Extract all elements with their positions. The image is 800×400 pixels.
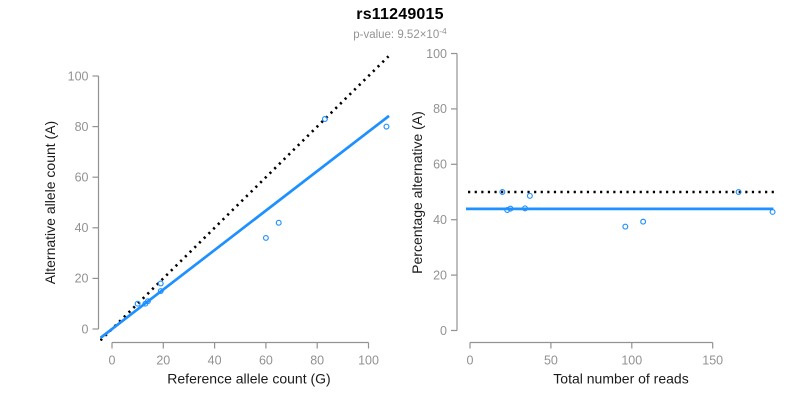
- data-point: [622, 223, 629, 230]
- data-point: [526, 192, 533, 199]
- y-tick-label: 60: [75, 171, 89, 185]
- y-tick-label: 80: [433, 102, 447, 116]
- data-point: [507, 205, 514, 212]
- data-point: [275, 219, 282, 226]
- identity-line: [100, 55, 390, 341]
- x-tick-label: 40: [208, 354, 222, 368]
- y-tick-label: 0: [440, 324, 447, 338]
- x-axis-title: Total number of reads: [553, 371, 688, 387]
- x-tick-label: 0: [467, 354, 474, 368]
- x-tick-label: 20: [156, 354, 170, 368]
- x-tick-label: 50: [544, 354, 558, 368]
- data-point: [522, 205, 528, 212]
- x-tick-label: 150: [702, 354, 723, 368]
- data-point: [640, 218, 647, 225]
- data-point: [504, 207, 511, 213]
- x-tick-label: 80: [310, 354, 324, 368]
- data-point: [383, 123, 390, 130]
- y-tick-label: 20: [75, 272, 89, 286]
- y-axis-title: Percentage alternative (A): [409, 111, 425, 274]
- data-point: [262, 234, 269, 241]
- data-point: [321, 116, 328, 122]
- y-tick-label: 20: [433, 268, 447, 282]
- data-point: [769, 208, 776, 215]
- y-axis-title: Alternative allele count (A): [42, 121, 58, 284]
- x-tick-label: 100: [621, 354, 642, 368]
- data-point: [157, 288, 164, 295]
- y-tick-label: 100: [426, 47, 447, 61]
- data-point: [134, 300, 141, 307]
- panel-percentage-vs-reads-scatter: 0 20 40 60 80 100 0 50 100 150 Total number of rea…: [409, 47, 778, 387]
- panel-allele-counts-scatter: 0 20 40 60 80 100 0 20 40 60 80 100 Reference allele…: [42, 55, 390, 387]
- y-tick-label: 100: [68, 69, 89, 83]
- data-point: [144, 298, 151, 305]
- data-point: [157, 280, 164, 287]
- y-tick-label: 60: [433, 158, 447, 172]
- data-point: [735, 189, 742, 195]
- x-tick-label: 0: [109, 354, 116, 368]
- y-tick-label: 80: [75, 120, 89, 134]
- x-tick-label: 60: [259, 354, 273, 368]
- data-region: [465, 189, 778, 230]
- x-tick-label: 100: [358, 354, 379, 368]
- fit-line: [100, 114, 390, 339]
- y-tick-label: 40: [75, 221, 89, 235]
- data-point: [499, 189, 506, 195]
- y-tick-label: 40: [433, 213, 447, 227]
- data-region: [100, 55, 390, 341]
- y-tick-label: 0: [82, 322, 89, 336]
- x-axis-title: Reference allele count (G): [167, 371, 330, 387]
